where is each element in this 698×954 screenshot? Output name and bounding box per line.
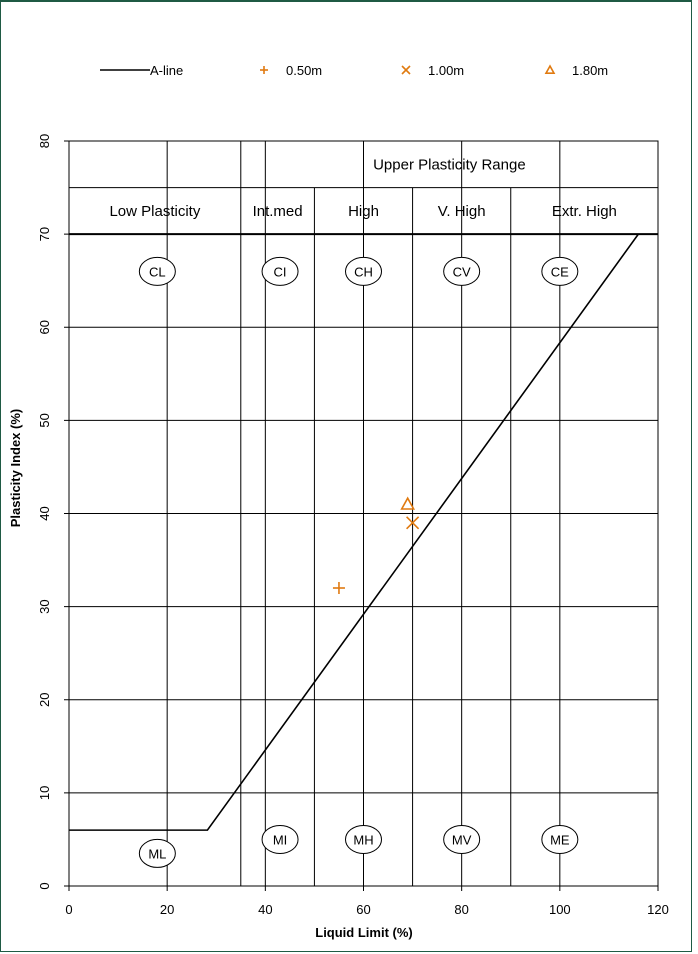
range-label: Low Plasticity <box>109 203 200 220</box>
x-tick-label: 0 <box>65 902 72 917</box>
zone-ellipse <box>261 824 299 854</box>
zone-ellipse <box>345 256 382 286</box>
legend: A-line 0.50m 1.00m 1.80m <box>100 63 608 78</box>
range-label: Int.med <box>253 203 303 220</box>
y-tick-label: 70 <box>37 227 52 241</box>
y-tick-label: 30 <box>37 599 52 613</box>
zone-label: CH <box>354 264 373 279</box>
zone-label: ML <box>148 846 166 861</box>
zone-ellipse <box>541 256 579 286</box>
upper-range-label: Upper Plasticity Range <box>373 156 526 173</box>
x-axis-title: Liquid Limit (%) <box>315 925 412 940</box>
zone-label: CI <box>274 264 287 279</box>
y-tick-label: 20 <box>37 693 52 707</box>
legend-swatch <box>401 65 411 75</box>
data-point <box>406 516 420 530</box>
y-axis: 0 10 20 30 40 50 60 70 80 <box>37 134 69 890</box>
legend-swatch <box>544 64 556 74</box>
zone-ellipse <box>443 824 481 854</box>
legend-label: 1.00m <box>428 63 464 78</box>
x-tick-label: 120 <box>647 902 669 917</box>
x-tick-label: 60 <box>356 902 370 917</box>
y-tick-label: 60 <box>37 320 52 334</box>
x-tick-label: 100 <box>549 902 571 917</box>
zone-label: MV <box>452 832 472 847</box>
legend-label: 0.50m <box>286 63 322 78</box>
y-tick-label: 40 <box>37 506 52 520</box>
zone-ellipse <box>138 838 176 868</box>
zone-label: MI <box>273 832 287 847</box>
y-tick-label: 80 <box>37 134 52 148</box>
y-tick-label: 50 <box>37 413 52 427</box>
zone-ellipse <box>345 824 382 854</box>
a-line <box>69 233 640 831</box>
zone-label: MH <box>353 832 373 847</box>
x-tick-label: 20 <box>160 902 174 917</box>
zone-label: CL <box>149 264 166 279</box>
zone-label: ME <box>550 832 570 847</box>
range-label: High <box>348 203 379 220</box>
range-label: Extr. High <box>552 203 617 220</box>
data-point <box>400 496 416 510</box>
x-tick-label: 80 <box>454 902 468 917</box>
legend-label: 1.80m <box>572 63 608 78</box>
y-tick-label: 0 <box>37 882 52 889</box>
zone-ellipse <box>138 256 176 286</box>
zone-label: CE <box>551 264 569 279</box>
zone-label: CV <box>453 264 471 279</box>
zone-ellipse <box>541 824 579 854</box>
legend-label: A-line <box>150 63 183 78</box>
x-axis: 0 20 40 60 80 100 120 <box>65 886 669 917</box>
range-label: V. High <box>438 203 486 220</box>
y-axis-title: Plasticity Index (%) <box>8 409 23 527</box>
zone-ellipse <box>261 256 299 286</box>
x-tick-label: 40 <box>258 902 272 917</box>
plot-area: Upper Plasticity Range Low Plasticity Int.… <box>68 140 659 887</box>
zone-ellipse <box>443 256 481 286</box>
y-tick-label: 10 <box>37 786 52 800</box>
